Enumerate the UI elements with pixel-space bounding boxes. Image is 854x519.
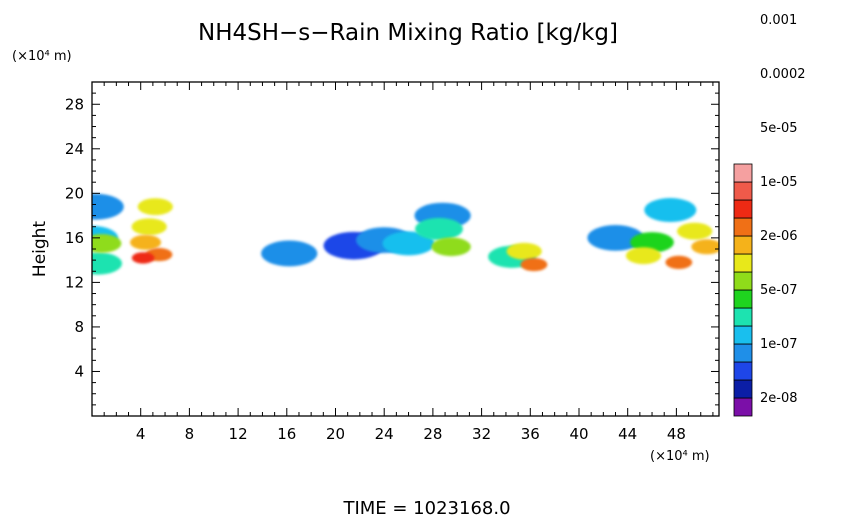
colorbar-label: 2e-06 xyxy=(760,229,798,244)
colorbar-swatch xyxy=(733,289,753,309)
x-tick-label: 48 xyxy=(667,425,686,443)
x-tick-label: 4 xyxy=(136,425,146,443)
colorbar-swatch xyxy=(733,253,753,273)
colorbar-swatch xyxy=(733,181,753,201)
colorbar-swatch xyxy=(733,325,753,345)
x-tick-label: 20 xyxy=(326,425,345,443)
cloud-cell xyxy=(261,240,318,267)
x-tick-label: 12 xyxy=(229,425,248,443)
cloud-cell xyxy=(92,234,122,253)
y-axis-label: Height xyxy=(30,221,50,278)
cloud-cell xyxy=(92,193,124,220)
colorbar-label: 0.0002 xyxy=(760,67,806,82)
y-tick-label: 8 xyxy=(74,318,84,336)
chart-title: NH4SH−s−Rain Mixing Ratio [kg/kg] xyxy=(198,20,618,46)
cloud-cell xyxy=(415,217,463,241)
x-tick-label: 8 xyxy=(185,425,195,443)
colorbar-swatch xyxy=(733,307,753,327)
cloud-cell xyxy=(131,252,155,264)
cloud-cell xyxy=(691,239,719,255)
colorbar-swatch xyxy=(733,397,753,417)
cloud-cell xyxy=(587,224,644,251)
time-label: TIME = 1023168.0 xyxy=(342,498,510,519)
cloud-cell xyxy=(520,257,548,272)
y-unit-label: (×10⁴ m) xyxy=(12,49,72,64)
x-tick-label: 32 xyxy=(472,425,491,443)
y-tick-label: 12 xyxy=(65,273,84,291)
colorbar-swatch xyxy=(733,379,753,399)
cloud-cell xyxy=(506,242,542,260)
x-tick-label: 16 xyxy=(277,425,296,443)
x-tick-label: 40 xyxy=(569,425,588,443)
cloud-cell xyxy=(625,247,662,265)
x-tick-label: 44 xyxy=(618,425,637,443)
x-tick-label: 24 xyxy=(375,425,394,443)
colorbar: 2e-08 1e-07 5e-07 2e-06 1e-05 5e-05 0.0002 0.00… xyxy=(733,13,806,417)
colorbar-label: 5e-07 xyxy=(760,283,798,298)
cloud-cell xyxy=(665,255,693,269)
x-unit-label: (×10⁴ m) xyxy=(650,449,710,464)
colorbar-swatch xyxy=(733,343,753,363)
colorbar-swatch xyxy=(733,199,753,219)
y-tick-label: 24 xyxy=(65,140,84,158)
colorbar-swatch xyxy=(733,271,753,291)
cloud-cell xyxy=(130,234,162,250)
y-tick-label: 28 xyxy=(65,95,84,113)
x-tick-label: 28 xyxy=(423,425,442,443)
colorbar-label: 1e-05 xyxy=(760,175,798,190)
y-tick-label: 4 xyxy=(74,362,84,380)
cloud-cell xyxy=(131,218,167,236)
cloud-cell xyxy=(382,231,435,256)
y-tick-label: 20 xyxy=(65,184,84,202)
cloud-field xyxy=(92,193,719,275)
colorbar-swatch xyxy=(733,217,753,237)
colorbar-swatch xyxy=(733,361,753,381)
colorbar-swatch xyxy=(733,163,753,183)
x-axis: 4 8 12 16 20 24 28 32 36 40 44 48 xyxy=(103,82,714,443)
cloud-cell xyxy=(92,252,122,275)
cloud-cell xyxy=(677,222,713,240)
colorbar-label: 1e-07 xyxy=(760,337,798,352)
colorbar-swatch xyxy=(733,235,753,255)
cloud-cell xyxy=(431,237,471,257)
colorbar-label: 2e-08 xyxy=(760,391,798,406)
x-tick-label: 36 xyxy=(521,425,540,443)
cloud-cell xyxy=(644,198,697,223)
colorbar-label: 0.001 xyxy=(760,13,797,28)
colorbar-label: 5e-05 xyxy=(760,121,798,136)
cloud-cell xyxy=(137,198,173,216)
y-axis: 4 8 12 16 20 24 28 xyxy=(65,92,719,406)
y-tick-label: 16 xyxy=(65,229,84,247)
